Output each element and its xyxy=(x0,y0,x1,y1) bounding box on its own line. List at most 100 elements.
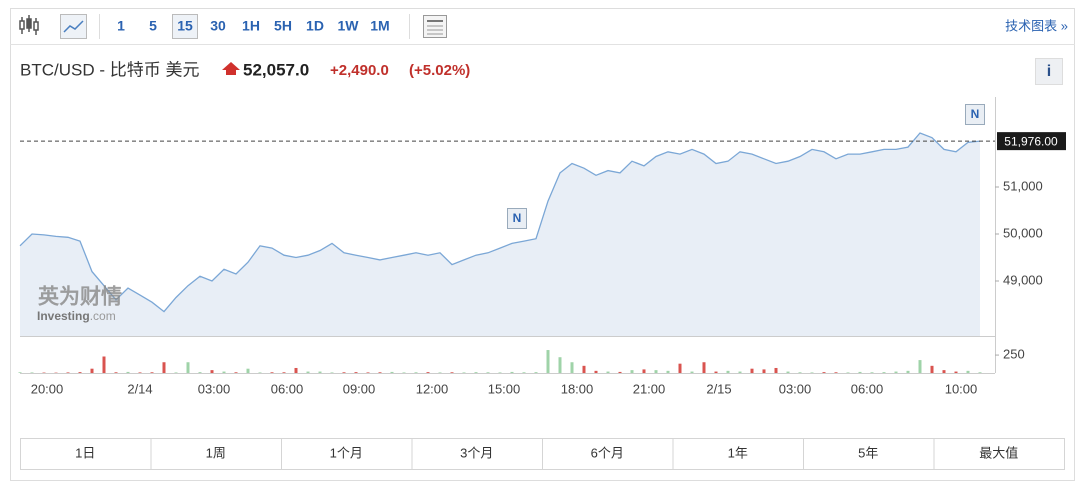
plot: 49,000 50,000 51,000 250 51,976.00 20:00 2/14 0… xyxy=(18,97,1066,396)
volume-bar xyxy=(618,371,622,373)
range-label: 最大值 xyxy=(979,445,1018,460)
volume-bar xyxy=(846,372,850,373)
info-button[interactable] xyxy=(1035,58,1063,85)
volume-bar xyxy=(666,370,670,373)
volume-bar xyxy=(870,372,874,373)
interval-active[interactable] xyxy=(172,14,198,39)
x-tick-label: 10:00 xyxy=(945,381,978,396)
volume-bar xyxy=(906,370,910,373)
area xyxy=(20,133,980,336)
table-icon[interactable] xyxy=(423,15,447,38)
range-button[interactable] xyxy=(411,438,543,470)
interval-button[interactable]: 5H xyxy=(274,18,292,34)
volume-bar xyxy=(426,372,430,373)
volume-bar xyxy=(594,370,598,373)
volume-bar xyxy=(186,362,190,373)
interval-button[interactable]: 1H xyxy=(242,18,260,34)
price-line xyxy=(19,132,981,313)
volume-bar xyxy=(366,372,370,373)
range-button[interactable] xyxy=(150,438,282,470)
volume-bar xyxy=(66,372,70,373)
volume-bar xyxy=(210,370,214,373)
symbol: BTC/USD - 比特币 美元 xyxy=(20,60,199,79)
volume-bar xyxy=(570,362,574,373)
range-button[interactable] xyxy=(20,438,152,470)
volume-bar xyxy=(510,371,514,373)
volume-bar xyxy=(522,372,526,373)
range-label: 6个月 xyxy=(591,445,624,460)
news-marker[interactable] xyxy=(507,208,527,229)
volume-bar xyxy=(810,372,814,373)
price: 52,057.0 xyxy=(243,60,309,79)
range-label: 1个月 xyxy=(330,445,363,460)
x-tick-label: 06:00 xyxy=(851,381,884,396)
candle-icon[interactable] xyxy=(19,15,39,35)
volume-bar xyxy=(474,372,478,373)
volume-bar xyxy=(282,372,286,373)
volume-bar xyxy=(414,372,418,373)
line-icon-glyph xyxy=(63,20,84,33)
x-tick-label: 18:00 xyxy=(561,381,594,396)
volume-bar xyxy=(450,372,454,373)
interval-button[interactable]: 30 xyxy=(210,18,226,34)
info-icon: i xyxy=(1047,63,1051,80)
volume-bar xyxy=(798,372,802,373)
news-marker[interactable] xyxy=(965,104,985,125)
range-bar: 1日 1周 1个月 3个月 6个月 1年 5年 最大值 xyxy=(20,438,1065,470)
volume-bar xyxy=(174,372,178,373)
range-label: 1年 xyxy=(728,445,748,460)
volume-bar xyxy=(486,372,490,373)
interval-button[interactable]: 1 xyxy=(117,18,125,34)
volume-bar xyxy=(330,372,334,373)
range-label: 5年 xyxy=(858,445,878,460)
volume-bar xyxy=(18,372,22,373)
volume-bar xyxy=(234,372,238,373)
news-marker-label: N xyxy=(971,107,980,121)
volume-bar xyxy=(354,372,358,373)
y-tick-label: 51,000 xyxy=(1003,178,1043,193)
news-marker-label: N xyxy=(513,211,522,225)
volume-tick-label: 250 xyxy=(1003,347,1025,362)
volume-bar xyxy=(438,372,442,373)
volume-bar xyxy=(834,372,838,373)
volume-bar xyxy=(642,369,646,373)
range-button[interactable] xyxy=(672,438,804,470)
volume-bar xyxy=(318,371,322,373)
volume-bar xyxy=(942,370,946,373)
volume-bar xyxy=(918,360,922,373)
volume-bar xyxy=(498,372,502,373)
volume-bar xyxy=(138,372,142,373)
volume-bar xyxy=(774,367,778,373)
interval-button[interactable]: 1D xyxy=(306,18,324,34)
volume-bar xyxy=(822,372,826,373)
technical-chart-link[interactable]: 技术图表 » xyxy=(1005,18,1068,33)
range-button[interactable] xyxy=(803,438,935,470)
volume-bar xyxy=(978,372,982,373)
volume-bar xyxy=(378,372,382,373)
x-tick-label: 03:00 xyxy=(198,381,231,396)
range-label: 1周 xyxy=(206,445,226,460)
interval-button[interactable]: 1W xyxy=(338,18,360,34)
range-label: 1日 xyxy=(75,445,95,460)
volume-bar xyxy=(894,371,898,373)
volume-bar xyxy=(126,371,130,373)
volume-bar xyxy=(738,371,742,373)
watermark-brand: 英为财情 xyxy=(38,285,122,309)
volume-bar xyxy=(702,362,706,373)
range-button[interactable] xyxy=(933,438,1065,470)
interval-button[interactable]: 1M xyxy=(370,18,389,34)
interval-button[interactable]: 5 xyxy=(149,18,157,34)
volume-bar xyxy=(30,372,34,373)
volume-bar xyxy=(726,370,730,373)
volume-bar xyxy=(930,365,934,373)
volume-bar xyxy=(258,372,262,373)
volume-bar xyxy=(162,362,166,373)
current-price-box xyxy=(997,132,1066,151)
change: +2,490.0 xyxy=(330,62,389,79)
volume-bar xyxy=(294,367,298,373)
volume-bar xyxy=(462,372,466,373)
current-price-label: 51,976.00 xyxy=(1004,134,1058,148)
line-icon[interactable] xyxy=(60,14,87,39)
interval-button[interactable]: 15 xyxy=(177,18,193,34)
volume-bar xyxy=(714,371,718,373)
